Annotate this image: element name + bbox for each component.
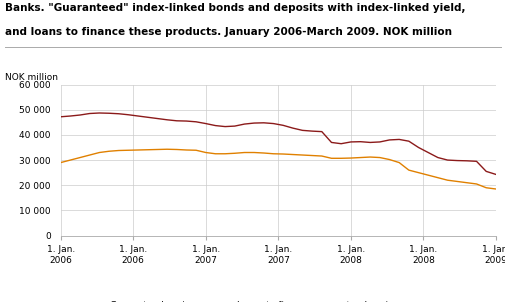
Text: NOK million: NOK million bbox=[5, 72, 58, 82]
Legend: Guaranteed savings, Loans to finance guaranteed savings: Guaranteed savings, Loans to finance gua… bbox=[79, 297, 407, 302]
Text: and loans to finance these products. January 2006-March 2009. NOK million: and loans to finance these products. Jan… bbox=[5, 27, 451, 37]
Text: Banks. "Guaranteed" index-linked bonds and deposits with index-linked yield,: Banks. "Guaranteed" index-linked bonds a… bbox=[5, 3, 465, 13]
